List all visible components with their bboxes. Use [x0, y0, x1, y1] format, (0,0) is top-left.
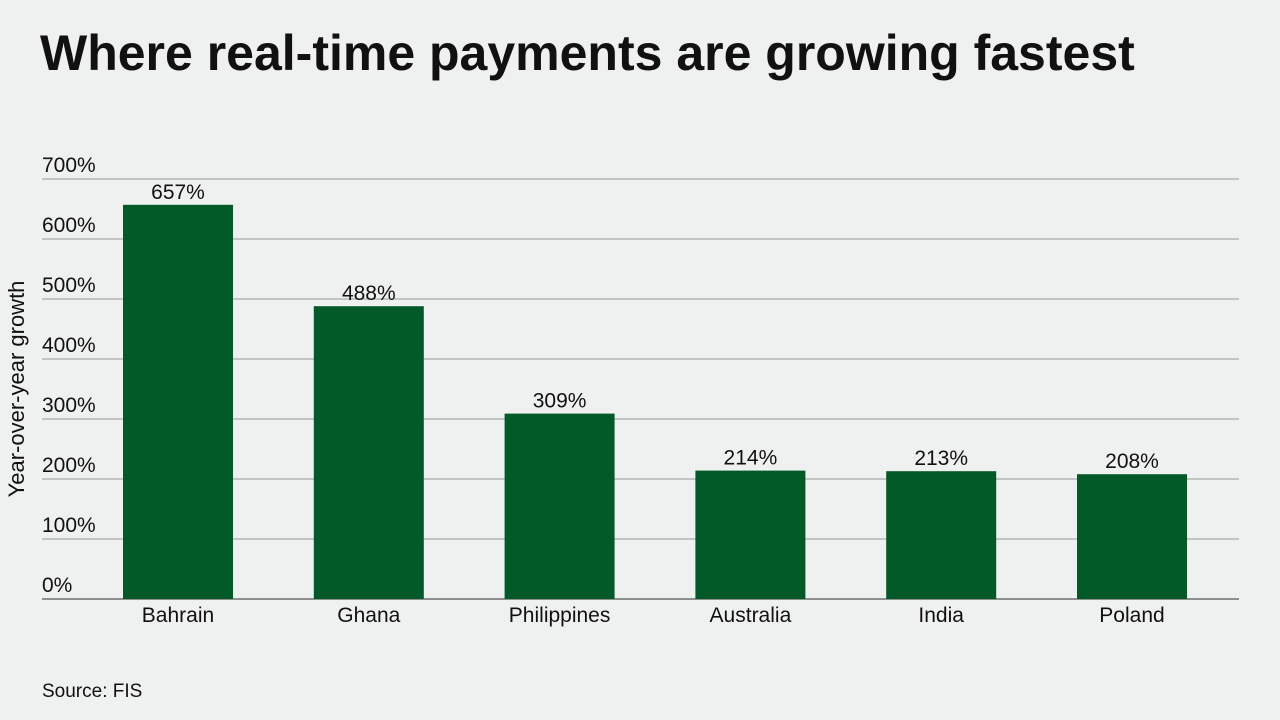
data-label: 488% — [342, 282, 396, 305]
bar-philippines — [504, 413, 615, 599]
x-category-label: India — [918, 604, 964, 627]
data-label: 213% — [914, 447, 968, 470]
y-tick-label: 100% — [42, 514, 96, 537]
y-tick-label: 500% — [42, 274, 96, 297]
data-label: 214% — [724, 447, 778, 470]
bar-ghana — [313, 306, 424, 599]
y-axis-title: Year-over-year growth — [4, 281, 29, 498]
x-category-label: Ghana — [337, 604, 400, 627]
data-labels: 657% 488% 309% 214% 213% 208% — [151, 181, 1159, 473]
y-tick-label: 400% — [42, 334, 96, 357]
x-category-label: Philippines — [509, 604, 611, 627]
x-category-label: Poland — [1099, 604, 1164, 627]
chart-title: Where real-time payments are growing fas… — [40, 25, 1135, 81]
data-label: 657% — [151, 181, 205, 204]
grid-lines — [42, 178, 1239, 600]
x-axis-labels: Bahrain Ghana Philippines Australia India Pol… — [142, 604, 1165, 627]
y-tick-label: 600% — [42, 214, 96, 237]
bar-poland — [1077, 474, 1187, 599]
bar-india — [886, 471, 997, 599]
bar-bahrain — [123, 204, 233, 600]
y-tick-label: 200% — [42, 454, 96, 477]
y-axis-ticks: 0% 100% 200% 300% 400% 500% 600% 700% — [42, 154, 96, 597]
data-label: 309% — [533, 390, 587, 413]
y-tick-label: 0% — [42, 574, 72, 597]
y-tick-label: 300% — [42, 394, 96, 417]
source-note: Source: FIS — [42, 681, 143, 702]
bar-australia — [695, 470, 806, 599]
x-category-label: Bahrain — [142, 604, 214, 627]
data-label: 208% — [1105, 450, 1159, 473]
y-tick-label: 700% — [42, 154, 96, 177]
x-category-label: Australia — [710, 604, 792, 627]
bars — [123, 204, 1187, 600]
